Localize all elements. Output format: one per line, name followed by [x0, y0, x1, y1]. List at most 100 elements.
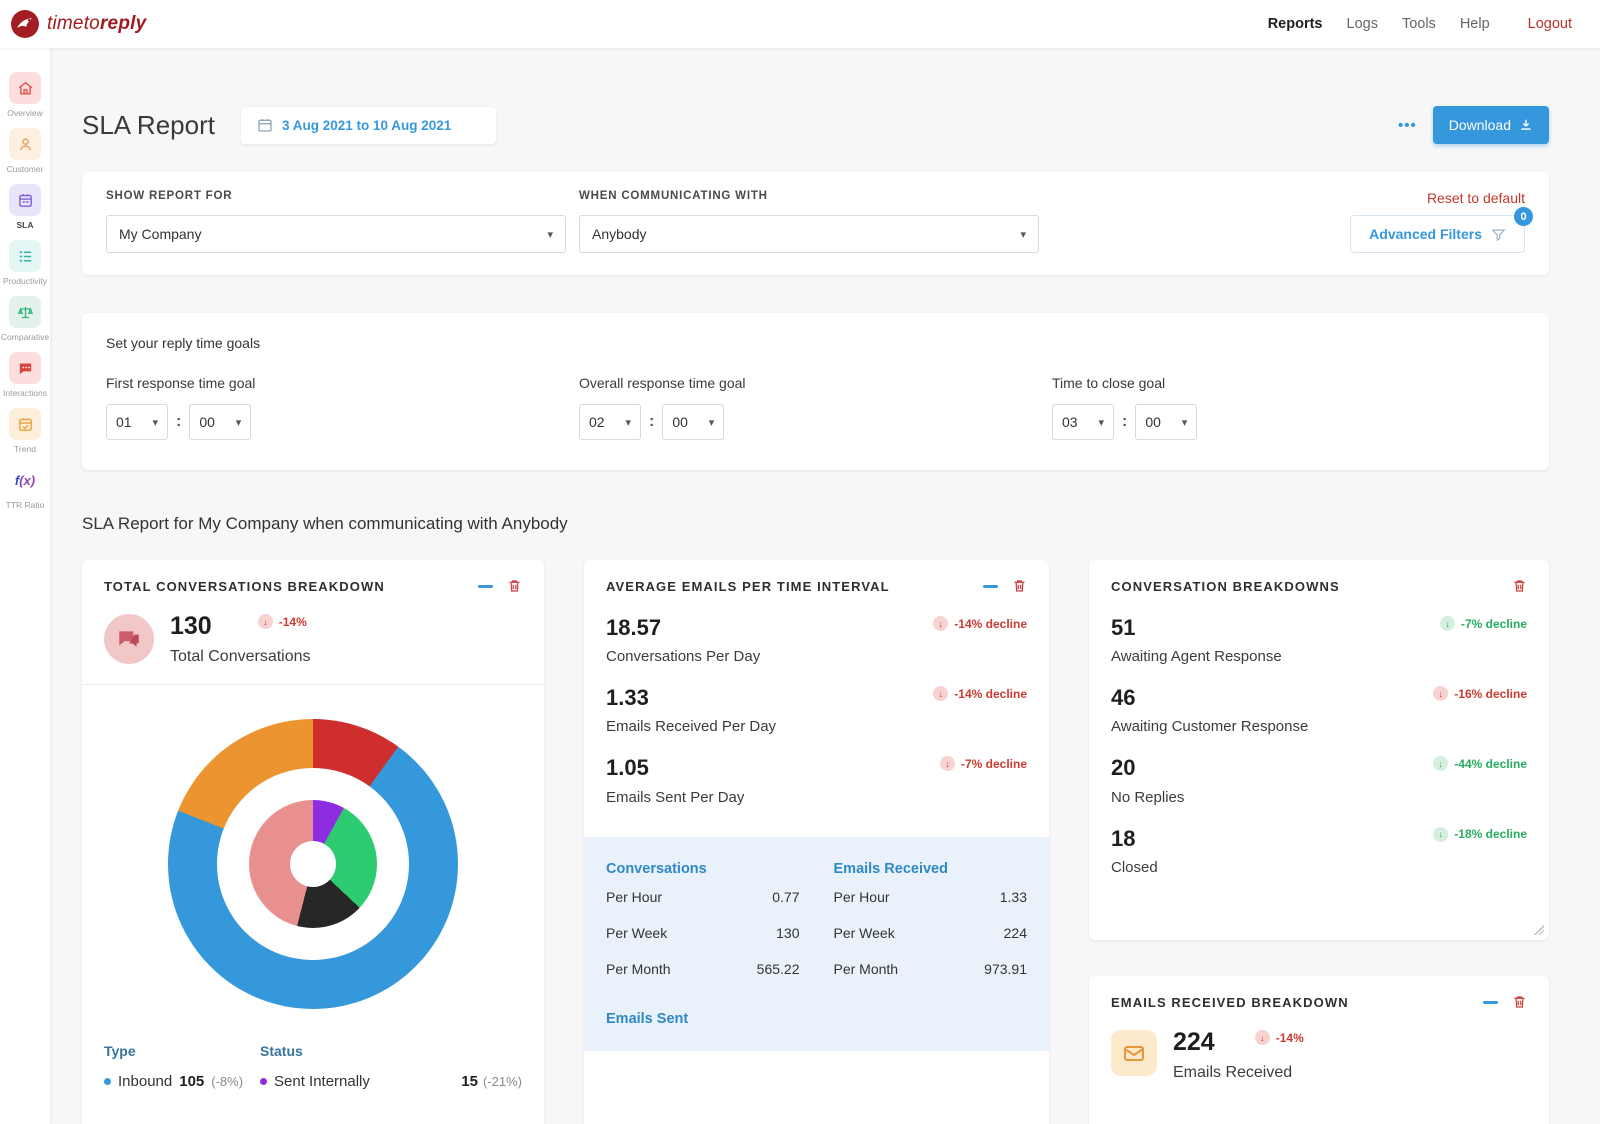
sidebar-label: Comparative — [0, 332, 50, 342]
emails-received-delta: ↓ -14% — [1254, 1030, 1304, 1045]
resize-handle[interactable] — [1534, 925, 1544, 935]
nav-reports[interactable]: Reports — [1267, 16, 1323, 32]
overall-response-minutes-select[interactable]: 00 ▾ — [662, 404, 725, 440]
time-to-close-hours-select[interactable]: 03 ▾ — [1052, 404, 1114, 440]
conversations-donut-chart[interactable] — [168, 719, 458, 1009]
goal-label: First response time goal — [106, 375, 256, 391]
sidebar-item-comparative[interactable]: Comparative — [0, 296, 50, 342]
trash-icon[interactable] — [1512, 578, 1527, 594]
arrow-down-icon: ↓ — [1433, 756, 1449, 772]
sidebar-label: Productivity — [3, 276, 47, 286]
stat-awaiting-agent-response: 51 ↓ -7% decline Awaiting Agent Response — [1111, 615, 1527, 666]
donut-center-hole — [290, 841, 336, 887]
when-communicating-label: WHEN COMMUNICATING WITH — [579, 190, 768, 202]
table-row: Per Month 973.91 — [833, 960, 1028, 977]
goal-label: Time to close goal — [1052, 375, 1166, 391]
reply-time-goals-card: Set your reply time goals First response… — [82, 313, 1549, 470]
collapse-icon[interactable] — [1483, 1000, 1498, 1004]
envelope-icon — [1111, 1030, 1157, 1076]
chevron-down-icon: ▾ — [235, 416, 242, 429]
ttr-ratio-icon: f(x) — [14, 472, 36, 488]
nav-logs[interactable]: Logs — [1346, 16, 1378, 32]
legend-item-sent-internally[interactable]: Sent Internally 15 (-21%) — [260, 1073, 522, 1090]
page-header: SLA Report 3 Aug 2021 to 10 Aug 2021 •••… — [82, 106, 1549, 144]
legend-item-inbound[interactable]: Inbound 105 (-8%) — [104, 1073, 260, 1090]
trend-icon — [9, 408, 41, 440]
sidebar-label: Interactions — [3, 388, 47, 398]
collapse-icon[interactable] — [478, 584, 493, 588]
collapse-icon[interactable] — [983, 584, 998, 588]
overall-response-hours-select[interactable]: 02 ▾ — [579, 404, 641, 440]
nav-help[interactable]: Help — [1459, 16, 1490, 32]
legend-dot-inbound — [104, 1078, 111, 1085]
stat-emails-sent-per-day: 1.05 ↓ -7% decline Emails Sent Per Day — [606, 755, 1027, 806]
stat-delta: ↓ -16% decline — [1433, 686, 1527, 702]
sidebar-item-sla[interactable]: SLA — [0, 184, 50, 230]
when-communicating-value: Anybody — [592, 226, 647, 242]
sidebar-item-trend[interactable]: Trend — [0, 408, 50, 454]
when-communicating-select[interactable]: Anybody ▾ — [579, 215, 1039, 253]
top-navigation: Reports Logs Tools Help Logout — [1268, 16, 1572, 32]
sidebar-item-overview[interactable]: Overview — [0, 72, 50, 118]
goals-title: Set your reply time goals — [106, 335, 261, 351]
logout-link[interactable]: Logout — [1527, 16, 1572, 32]
sidebar-item-productivity[interactable]: Productivity — [0, 240, 50, 286]
stat-delta: ↓ -14% decline — [933, 686, 1027, 702]
table-header-conversations[interactable]: Conversations — [606, 860, 707, 877]
advanced-filters-button[interactable]: Advanced Filters 0 — [1350, 207, 1533, 253]
legend-type-header: Type — [104, 1043, 136, 1059]
sidebar-label: Overview — [7, 108, 43, 118]
colon-separator: : — [649, 413, 655, 430]
arrow-down-icon: ↓ — [1254, 1030, 1270, 1045]
trash-icon[interactable] — [1512, 994, 1527, 1010]
brand[interactable]: timetoreply — [10, 9, 146, 39]
nav-tools[interactable]: Tools — [1401, 16, 1436, 32]
show-report-for-select[interactable]: My Company ▾ — [106, 215, 566, 253]
advanced-filters-label: Advanced Filters — [1369, 226, 1482, 242]
emails-received-value: 224 — [1173, 1028, 1215, 1056]
emails-received-label: Emails Received — [1173, 1064, 1293, 1081]
download-label: Download — [1448, 117, 1511, 133]
sidebar-item-interactions[interactable]: Interactions — [0, 352, 50, 398]
time-to-close-minutes-select[interactable]: 00 ▾ — [1135, 404, 1198, 440]
card-title: CONVERSATION BREAKDOWNS — [1111, 578, 1340, 594]
main-content: SLA Report 3 Aug 2021 to 10 Aug 2021 •••… — [50, 48, 1600, 1124]
trash-icon[interactable] — [507, 578, 522, 594]
table-header-emails-received[interactable]: Emails Received — [833, 860, 948, 877]
page-title: SLA Report — [82, 109, 215, 140]
chevron-down-icon: ▾ — [152, 416, 158, 429]
stat-conversations-per-day: 18.57 ↓ -14% decline Conversations Per Da… — [606, 615, 1027, 666]
trash-icon[interactable] — [1012, 578, 1027, 594]
sidebar-item-customer[interactable]: Customer — [0, 128, 50, 174]
show-report-for-label: SHOW REPORT FOR — [106, 190, 233, 202]
table-row: Per Month 565.22 — [606, 960, 800, 977]
calendar-icon — [257, 117, 273, 133]
average-emails-card: AVERAGE EMAILS PER TIME INTERVAL 18.57 ↓… — [584, 560, 1049, 1124]
colon-separator: : — [176, 413, 182, 430]
date-range-picker[interactable]: 3 Aug 2021 to 10 Aug 2021 — [240, 106, 496, 144]
chevron-down-icon: ▾ — [1181, 416, 1188, 429]
stat-delta: ↓ -14% decline — [933, 616, 1027, 631]
table-row: Per Hour 0.77 — [606, 888, 800, 905]
date-range-value: 3 Aug 2021 to 10 Aug 2021 — [281, 117, 452, 133]
stat-no-replies: 20 ↓ -44% decline No Replies — [1111, 755, 1527, 806]
sidebar-label: Customer — [6, 164, 44, 174]
download-button[interactable]: Download — [1432, 106, 1549, 144]
card-title: AVERAGE EMAILS PER TIME INTERVAL — [606, 578, 890, 594]
card-title: TOTAL CONVERSATIONS BREAKDOWN — [104, 578, 385, 594]
chevron-down-icon: ▾ — [547, 228, 553, 241]
interactions-icon — [9, 352, 41, 384]
first-response-minutes-select[interactable]: 00 ▾ — [189, 404, 252, 440]
sidebar-item-ttr-ratio[interactable]: f(x) TTR Ratio — [0, 464, 50, 511]
per-interval-table: Conversations Emails Received Per Hour 0.… — [584, 836, 1049, 1051]
show-report-for-value: My Company — [119, 226, 202, 242]
brand-logo-icon — [10, 9, 40, 39]
table-header-emails-sent[interactable]: Emails Sent — [606, 1010, 689, 1027]
reset-to-default-link[interactable]: Reset to default — [1426, 190, 1525, 206]
total-conversations-value: 130 — [170, 612, 212, 640]
more-options-button[interactable]: ••• — [1397, 116, 1417, 134]
first-response-hours-select[interactable]: 01 ▾ — [106, 404, 168, 440]
chevron-down-icon: ▾ — [1098, 416, 1104, 429]
topbar: timetoreply Reports Logs Tools Help Logo… — [0, 0, 1600, 48]
customer-icon — [9, 128, 41, 160]
